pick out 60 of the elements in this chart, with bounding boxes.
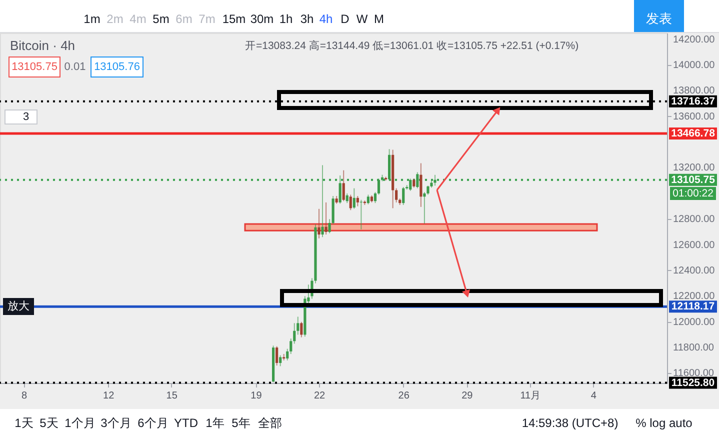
y-tick-label: 12200.00 [673, 291, 716, 302]
text: 全部 [258, 416, 282, 430]
ref-line-label: 13716.37 [671, 95, 716, 108]
text: 14:59:38 (UTC+8) [522, 416, 618, 430]
text: 5m [152, 12, 170, 26]
y-tick-label: 11600.00 [673, 368, 714, 380]
y-tick-label: 11800.00 [673, 342, 714, 354]
ref-line-label: 13105.75 [671, 174, 716, 186]
x-tick-label: 22 [314, 390, 326, 402]
text: 5天 [40, 416, 58, 430]
y-tick-label: 13800.00 [673, 86, 716, 97]
x-tick-label: 29 [462, 390, 474, 402]
y-tick-label: 12400.00 [673, 265, 716, 276]
x-tick-label: 26 [398, 390, 410, 402]
text: 1个月 [64, 416, 96, 430]
text: 30m [250, 12, 274, 26]
text: M [374, 12, 384, 26]
text: 6个月 [138, 416, 168, 430]
text: YTD [174, 416, 198, 430]
ref-line-label: 11525.80 [671, 376, 715, 389]
x-tick-label: 12 [103, 390, 115, 402]
text: 3个月 [100, 416, 132, 430]
text: 4m [130, 12, 146, 26]
y-tick-label: 12000.00 [673, 316, 716, 328]
text: 4h [319, 12, 333, 26]
text: 发表 [646, 11, 672, 26]
annotation: 放大 [8, 300, 30, 312]
text: % log auto [636, 416, 693, 430]
y-tick-label: 12800.00 [673, 214, 716, 226]
annotation: 开=13083.24 高=13144.49 低=13061.01 收=13105.75 +22.51 (+0.17%) [245, 39, 579, 52]
text: 01:00:22 [672, 188, 714, 200]
text: 1年 [206, 416, 224, 430]
y-tick-label: 12600.00 [673, 240, 716, 251]
ref-line-label: 12118.17 [671, 300, 715, 313]
y-tick-label: 14000.00 [673, 60, 716, 71]
text: 15m [222, 12, 246, 26]
text: 6m [176, 12, 192, 26]
text: 3h [300, 12, 314, 26]
y-tick-label: 14200.00 [673, 34, 716, 46]
x-tick-label: 11月 [520, 390, 541, 402]
text: 2m [106, 12, 124, 26]
annotation: 0.01 [64, 61, 86, 73]
y-tick-label: 13200.00 [673, 162, 716, 174]
y-tick-label: 13600.00 [673, 111, 716, 122]
x-tick-label: 19 [250, 390, 262, 402]
text: 1h [279, 12, 293, 26]
annotation: 3 [22, 111, 30, 123]
text: D [340, 12, 350, 26]
x-tick-label: 8 [21, 390, 28, 402]
annotation: 13105.76 [94, 61, 140, 73]
text: 1m [84, 12, 100, 26]
text: W [356, 12, 368, 26]
x-tick-label: 4 [590, 390, 597, 402]
text: 1天 [14, 416, 34, 430]
text: 5年 [232, 416, 250, 430]
annotation: 13105.75 [12, 61, 58, 73]
ref-line-label: 13466.78 [671, 127, 716, 140]
text: 7m [198, 12, 216, 26]
x-tick-label: 15 [166, 390, 178, 402]
chart-title: Bitcoin · 4h [10, 38, 76, 53]
